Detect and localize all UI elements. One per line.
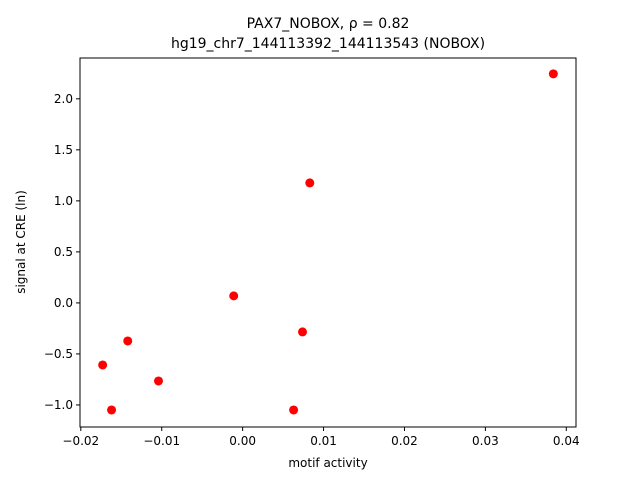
y-tick-label: −0.5 (44, 347, 73, 361)
x-tick-label: 0.02 (391, 434, 418, 448)
y-tick-label: 0.0 (54, 296, 73, 310)
point (289, 405, 299, 415)
x-tick-label: 0.00 (229, 434, 256, 448)
y-tick-label: 0.5 (54, 245, 73, 259)
y-tick-label: 1.5 (54, 143, 73, 157)
y-axis-label: signal at CRE (ln) (14, 190, 28, 294)
y-tick-label: 1.0 (54, 194, 73, 208)
x-axis-label: motif activity (288, 456, 367, 470)
point (123, 336, 133, 346)
x-tick-label: 0.03 (472, 434, 499, 448)
point (98, 360, 108, 370)
x-tick-label: 0.04 (553, 434, 580, 448)
x-tick-label: 0.01 (310, 434, 337, 448)
point (305, 178, 315, 188)
point (153, 376, 163, 386)
point (229, 291, 239, 301)
point (107, 405, 117, 415)
chart-title: PAX7_NOBOX, ρ = 0.82 (247, 16, 410, 32)
chart-subtitle: hg19_chr7_144113392_144113543 (NOBOX) (171, 36, 485, 52)
x-tick-label: −0.02 (62, 434, 99, 448)
y-tick-label: 2.0 (54, 92, 73, 106)
point (298, 327, 308, 337)
point (548, 69, 558, 79)
plot-frame (79, 57, 577, 428)
x-tick-label: −0.01 (143, 434, 180, 448)
y-tick-label: −1.0 (44, 398, 73, 412)
